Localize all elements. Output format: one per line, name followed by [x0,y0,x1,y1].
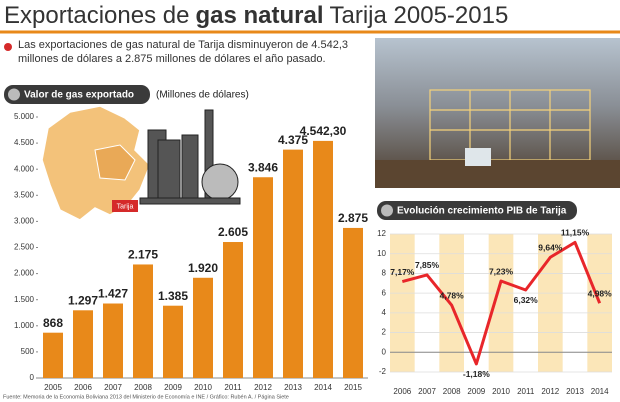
bar [253,177,273,378]
panel-title-bg [377,201,577,220]
y-tick-label: 4 [382,308,387,317]
bar [163,305,183,378]
y-tick-label: -2 [379,367,387,376]
bullet [4,43,12,51]
x-tick-label: 2014 [591,387,609,396]
y-tick-label: 2.500 [14,243,35,252]
y-tick-label: 4.500 [14,138,35,147]
x-tick-label: 2006 [74,383,92,392]
map-label: Tarija [117,203,134,210]
page-title: Exportaciones de gas natural Tarija 2005-2… [4,2,514,30]
x-tick-label: 2010 [194,383,212,392]
x-tick-label: 2009 [467,387,485,396]
value-label: -1,18% [463,369,490,379]
y-tick-label: 1.000 [14,321,35,330]
y-tick-label: 3.500 [14,190,35,199]
x-tick-label: 2013 [566,387,584,396]
value-label: 4.375 [278,133,308,147]
chart-title: Evolución crecimiento PIB de Tarija [397,206,567,217]
value-label: 868 [43,316,63,330]
y-tick-label: 500 [21,347,35,356]
column-stripe [488,234,514,372]
x-tick-label: 2008 [134,383,152,392]
x-tick-label: 2008 [443,387,461,396]
value-label: 2.875 [338,211,368,225]
title-part: Tarija 2005-2015 [329,2,509,29]
y-tick-label: 3.000 [14,217,35,226]
panel-title-bg [4,85,150,104]
subtitle: Las exportaciones de gas natural de Tari… [18,39,349,65]
bar [73,310,93,378]
plant-drawing [139,109,241,205]
line [401,240,602,366]
photo-ground [375,160,620,188]
y-tick-label: 0 [382,347,387,356]
value-label: 4.542,30 [300,124,347,138]
value-label: 1.297 [68,293,98,307]
y-tick-label: 0 [30,373,35,382]
value-label: 7,85% [415,260,440,270]
x-tick-label: 2011 [517,387,535,396]
x-tick-label: 2015 [344,383,362,392]
value-label: 4,98% [588,288,613,298]
bar [103,303,123,378]
value-label: 1.920 [188,261,218,275]
x-tick-label: 2012 [254,383,272,392]
value-label: 6,32% [514,295,539,305]
chart-title: Valor de gas exportado [24,90,134,101]
bar [283,149,303,378]
y-tick-label: 8 [382,269,387,278]
map [41,105,151,221]
value-label: 4,78% [440,290,465,300]
x-tick-label: 2010 [492,387,510,396]
x-tick-label: 2011 [224,383,242,392]
title-part: gas natural [195,2,324,29]
x-tick-label: 2007 [104,383,122,392]
value-label: 9,64% [538,243,563,253]
y-tick-label: 6 [382,288,387,297]
value-label: 7,17% [390,267,415,277]
x-tick-label: 2012 [541,387,559,396]
y-tick-label: 4.000 [14,164,35,173]
map-highlight [112,200,138,212]
x-tick-label: 2005 [44,383,62,392]
value-label: 3.846 [248,160,278,174]
value-label: 7,23% [489,266,514,276]
column-stripe [538,234,563,372]
x-tick-label: 2007 [418,387,436,396]
y-tick-label: 1.500 [14,295,35,304]
title-part: Exportaciones de [4,2,190,29]
y-tick-label: 2.000 [14,269,35,278]
column-stripe [390,234,415,372]
y-tick-label: 2 [382,328,387,337]
bar [313,140,333,378]
bar [193,277,213,378]
unit-label: (Millones de dólares) [156,90,249,101]
y-tick-label: 10 [377,249,386,258]
source: Fuente: Memoria de la Economía Boliviana… [3,394,289,400]
photo-sign [465,148,491,166]
x-tick-label: 2014 [314,383,332,392]
value-label: 2.175 [128,248,158,262]
y-tick-label: 12 [377,229,386,238]
bar [223,242,243,378]
map-region [94,144,136,181]
x-tick-label: 2006 [393,387,411,396]
bar [43,332,63,378]
value-label: 1.427 [98,287,128,301]
bar [343,227,363,378]
value-label: 2.605 [218,225,248,239]
panel-icon [8,88,20,101]
panel-icon [381,204,393,217]
x-tick-label: 2013 [284,383,302,392]
bar [133,264,153,378]
y-tick-label: 5.000 [14,112,35,121]
value-label: 1.385 [158,289,188,303]
value-label: 11,15% [561,228,590,238]
x-tick-label: 2009 [164,383,182,392]
